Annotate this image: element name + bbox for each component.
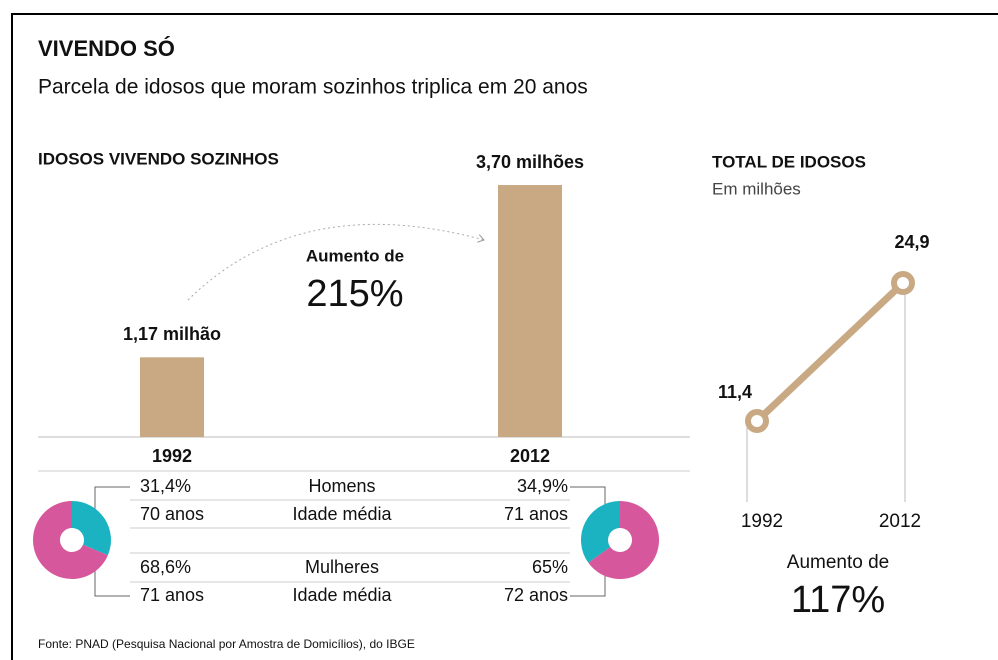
pie-slice [32,501,108,579]
age-cell: 70 anos [140,504,204,524]
value-label: 34,9% [517,476,568,496]
age-cell: 71 anos [140,585,204,605]
age-cell: 72 anos [504,585,568,605]
pie-slice [588,501,659,580]
value-label: 68,6% [140,557,191,577]
bar-annotation-value: 215% [306,273,403,315]
bar [498,185,562,437]
arrow [187,223,484,301]
value-label: 31,4% [140,476,191,496]
subtitle: Parcela de idosos que moram sozinhos tri… [38,76,588,99]
value-label: 11,4 [718,382,752,402]
x-label: 2012 [879,511,921,532]
line-annotation-value: 117% [791,579,885,621]
line-subtitle: Em milhões [712,179,801,198]
age-cell: 71 anos [504,504,568,524]
age-cell: Idade média [292,585,392,605]
value-label: 3,70 milhões [476,152,584,172]
frame [11,13,998,660]
category-label: 1992 [152,446,192,466]
value-label: 65% [532,557,568,577]
pie-slice [581,501,620,563]
title: VIVENDO SÓ [38,36,175,61]
category-label: 2012 [510,446,550,466]
source: Fonte: PNAD (Pesquisa Nacional por Amost… [38,637,415,651]
category-label: Homens [308,476,375,496]
value-label: 24,9 [894,232,929,252]
x-label: 1992 [741,511,783,532]
bar [140,357,204,437]
point [745,409,769,433]
line-annotation: Aumento de [787,552,889,573]
value-label: 1,17 milhão [123,324,221,344]
category-label: Mulheres [305,557,379,577]
table-lines [38,470,690,583]
line [754,280,906,424]
line-title: TOTAL DE IDOSOS [712,152,866,171]
bar-annotation: Aumento de [306,246,404,265]
pie-slice [72,501,111,556]
bar-title: IDOSOS VIVENDO SOZINHOS [38,149,279,168]
point [891,271,915,296]
age-cell: Idade média [292,504,392,524]
